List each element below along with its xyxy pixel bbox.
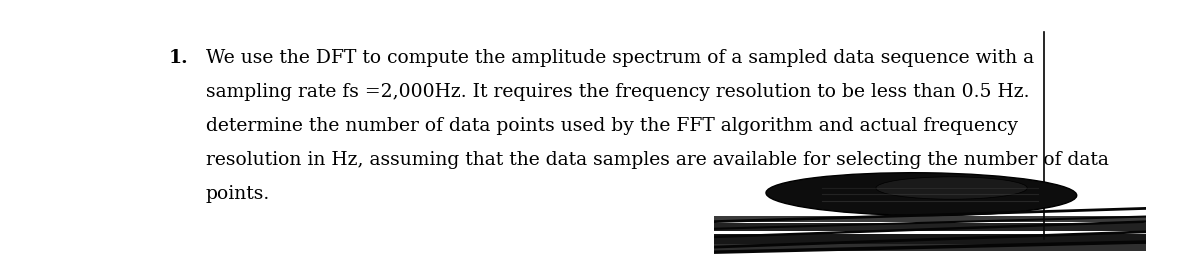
Ellipse shape [766,173,1076,215]
FancyBboxPatch shape [714,223,1146,231]
Text: We use the DFT to compute the amplitude spectrum of a sampled data sequence with: We use the DFT to compute the amplitude … [206,49,1034,67]
FancyBboxPatch shape [714,234,1146,244]
Text: resolution in Hz, assuming that the data samples are available for selecting the: resolution in Hz, assuming that the data… [206,151,1109,169]
Text: 1.: 1. [168,49,188,67]
Text: sampling rate fs =2,000Hz. It requires the frequency resolution to be less than : sampling rate fs =2,000Hz. It requires t… [206,83,1030,101]
Text: determine the number of data points used by the FFT algorithm and actual frequen: determine the number of data points used… [206,117,1018,135]
FancyBboxPatch shape [714,215,1146,222]
Text: points.: points. [206,185,270,203]
Ellipse shape [876,177,1027,199]
FancyBboxPatch shape [714,244,1146,251]
